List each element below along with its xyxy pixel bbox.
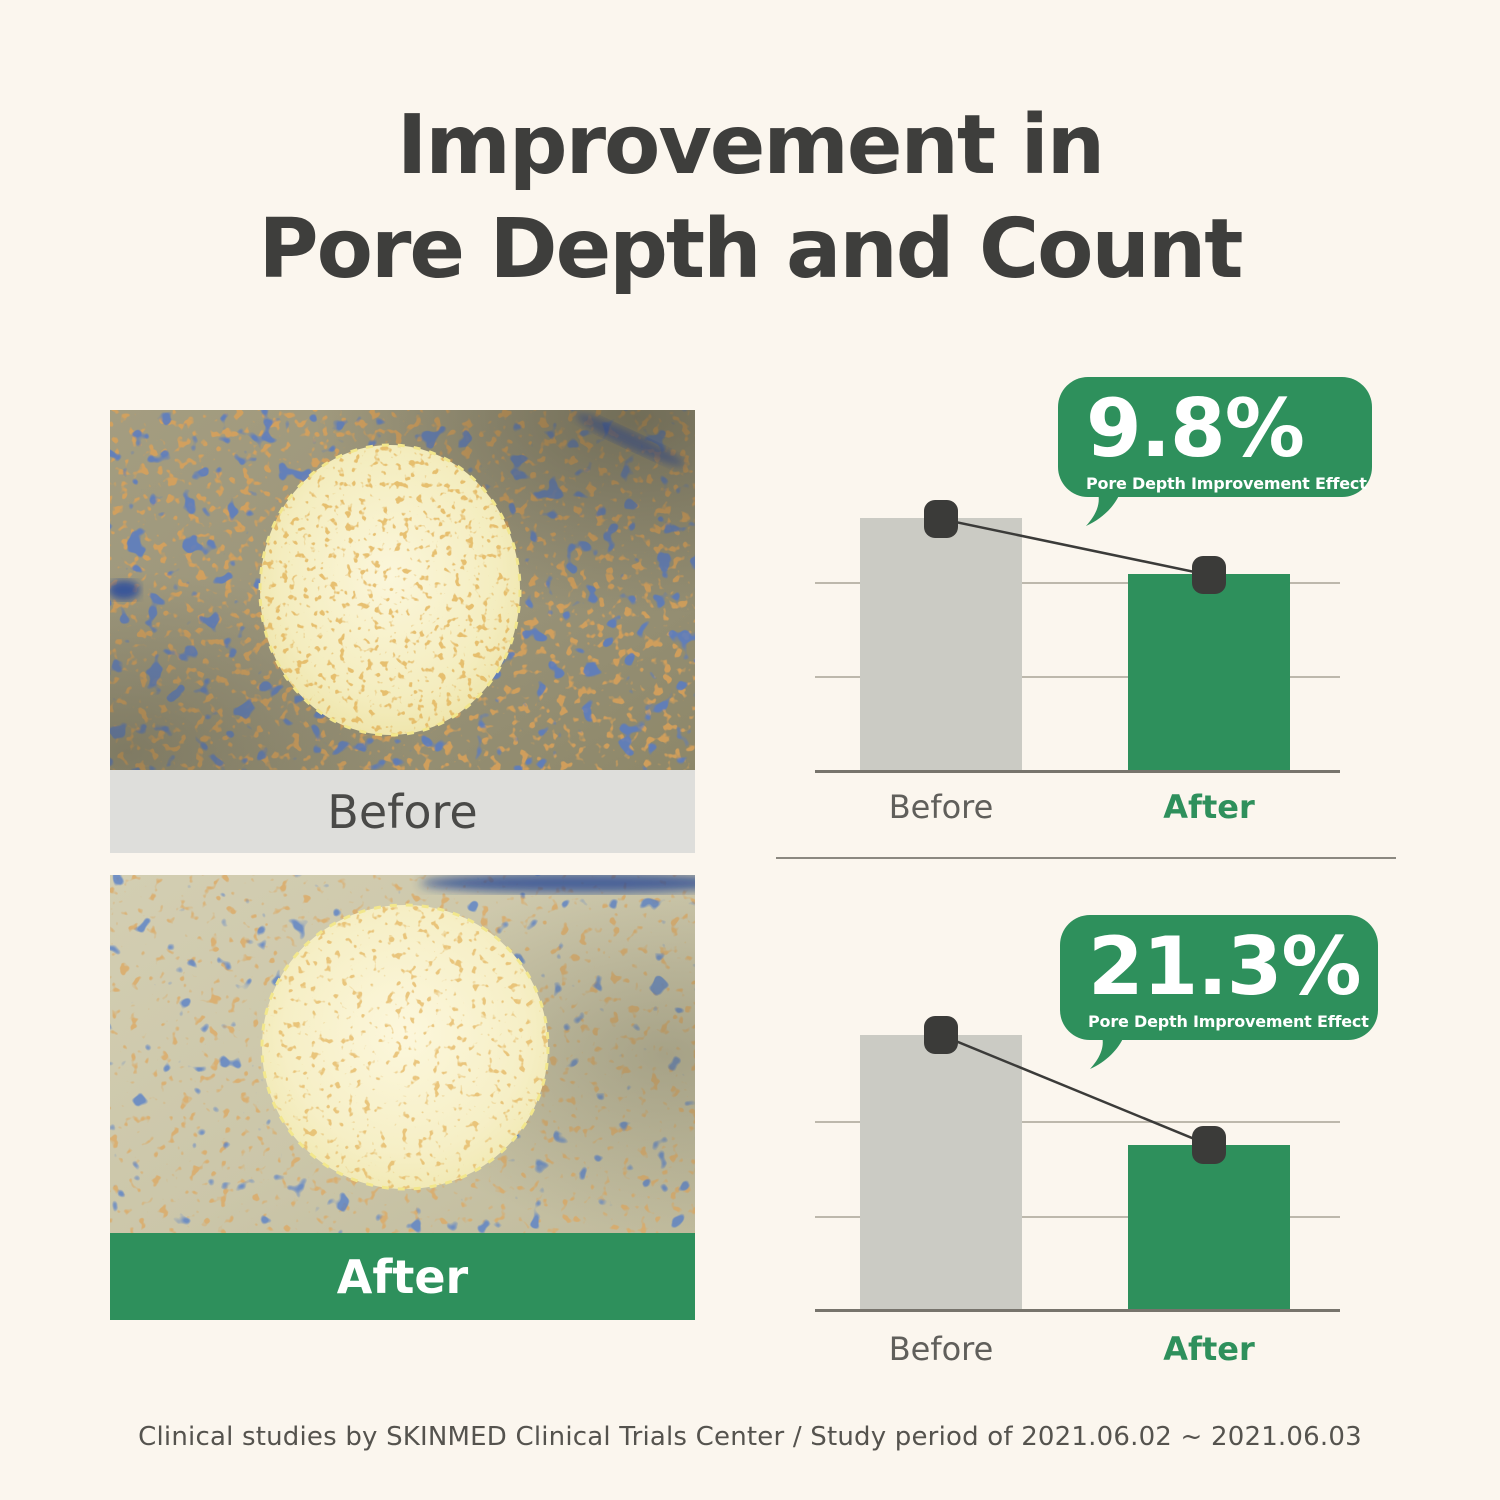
data-marker-after: [1192, 556, 1226, 594]
x-axis-line: [815, 770, 1340, 773]
gridline: [815, 582, 1340, 584]
x-label-after: After: [1163, 1330, 1255, 1368]
bar-after: [1128, 574, 1290, 772]
trend-connector-line: [941, 1035, 1209, 1145]
footer-note: Clinical studies by SKINMED Clinical Tri…: [138, 1422, 1362, 1452]
x-label-before: Before: [888, 788, 994, 826]
page-title-line-2: Pore Depth and Count: [258, 202, 1244, 297]
speech-bubble-pore-count: 21.3% Pore Depth Improvement Effect: [1060, 915, 1378, 1040]
skin-microscope-image-after: [110, 875, 695, 1233]
page-title: Improvement in Pore Depth and Count: [0, 94, 1500, 302]
x-label-after: After: [1163, 788, 1255, 826]
bar-after: [1128, 1145, 1290, 1311]
speech-bubble-pore-depth: 9.8% Pore Depth Improvement Effect: [1058, 377, 1372, 497]
x-axis-line: [815, 1309, 1340, 1312]
after-photo-panel: After: [110, 875, 695, 1320]
before-photo-caption: Before: [110, 770, 695, 853]
before-photo-panel: Before: [110, 410, 695, 853]
bar-before: [860, 518, 1022, 772]
badge-label: Pore Depth Improvement Effect: [1088, 1012, 1369, 1031]
after-photo-caption: After: [110, 1233, 695, 1320]
speech-bubble-tail: [1086, 493, 1120, 526]
skin-microscope-image-before: [110, 410, 695, 770]
speech-bubble-tail: [1090, 1036, 1124, 1069]
data-marker-after: [1192, 1126, 1226, 1164]
trend-connector-line: [941, 519, 1209, 575]
badge-value: 9.8%: [1086, 382, 1305, 475]
data-marker-before: [924, 1016, 958, 1054]
badge-value: 21.3%: [1088, 920, 1362, 1013]
page-title-line-1: Improvement in: [396, 98, 1105, 193]
data-marker-before: [924, 500, 958, 538]
gridline: [815, 676, 1340, 678]
badge-label: Pore Depth Improvement Effect: [1086, 474, 1367, 493]
bar-before: [860, 1035, 1022, 1311]
gridline: [815, 1216, 1340, 1218]
charts-divider: [776, 857, 1396, 859]
gridline: [815, 1121, 1340, 1123]
x-label-before: Before: [888, 1330, 994, 1368]
